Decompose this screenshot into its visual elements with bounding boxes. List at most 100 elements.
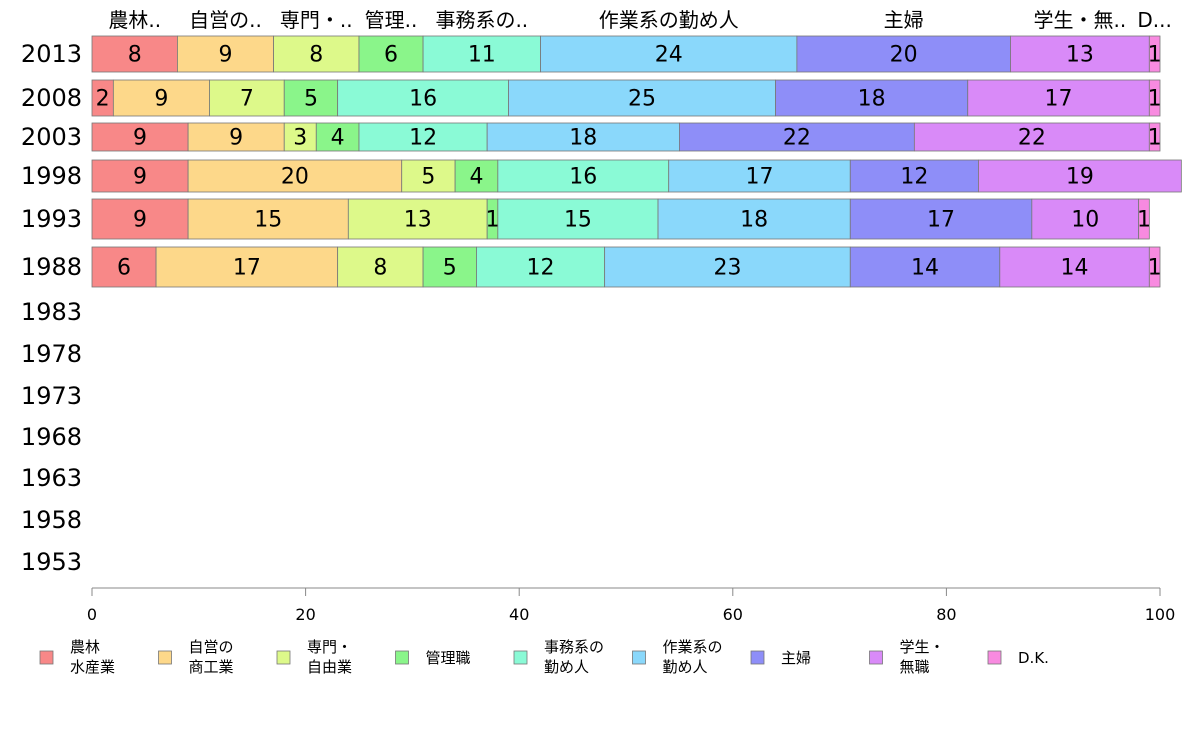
- legend-label: 農林: [70, 638, 100, 656]
- bar-segment: [422, 35, 541, 73]
- bar-value-label: 24: [655, 43, 683, 68]
- legend-label: 自営の: [189, 638, 234, 656]
- x-tick-label: 20: [295, 605, 315, 624]
- bar-segment: [1031, 198, 1140, 240]
- bar-value-label: 6: [117, 256, 131, 281]
- bar-value-label: 14: [1061, 256, 1089, 281]
- legend-label: 無職: [900, 658, 930, 676]
- bar-segment: [454, 159, 499, 193]
- bar-value-label: 8: [309, 43, 323, 68]
- bar-value-label: 6: [384, 43, 398, 68]
- bar-value-label: 20: [890, 43, 918, 68]
- bar-segment: [1138, 198, 1150, 240]
- bar-value-label: 23: [713, 256, 741, 281]
- bar-value-label: 1: [1148, 256, 1162, 281]
- bar-segment: [422, 246, 477, 288]
- year-label: 1963: [21, 464, 82, 492]
- legend-swatch: [158, 650, 172, 665]
- bar-segment: [283, 79, 339, 117]
- column-header: 専門・..: [280, 8, 353, 32]
- bar-value-label: 5: [421, 165, 435, 190]
- legend-label: D.K.: [1018, 649, 1049, 667]
- bar-value-label: 12: [900, 165, 928, 190]
- year-label: 1998: [21, 162, 82, 190]
- year-label: 1968: [21, 423, 82, 451]
- bar-value-label: 16: [569, 165, 597, 190]
- bar-segment: [849, 246, 1001, 288]
- bar-segment: [112, 79, 210, 117]
- bar-value-label: 20: [281, 165, 309, 190]
- bar-value-label: 14: [911, 256, 939, 281]
- legend-swatch: [987, 650, 1002, 665]
- legend-label: 専門・: [307, 638, 352, 656]
- year-label: 2008: [21, 84, 82, 112]
- bar-value-label: 7: [240, 87, 254, 112]
- bar-value-label: 1: [1148, 87, 1162, 112]
- x-tick-label: 100: [1145, 605, 1176, 624]
- bar-value-label: 9: [133, 126, 147, 151]
- bar-value-label: 1: [1137, 208, 1151, 233]
- bar-segment: [91, 246, 157, 288]
- bar-value-label: 2: [96, 87, 110, 112]
- bar-segment: [775, 79, 969, 117]
- bar-segment: [315, 122, 360, 152]
- legend-swatch: [869, 650, 883, 665]
- column-header: 作業系の勤め人: [599, 8, 739, 32]
- bar-value-label: 4: [331, 126, 345, 151]
- bar-value-label: 17: [927, 208, 955, 233]
- x-axis: 0 20 40 60 80 100: [87, 587, 1176, 624]
- bar-segment: [1148, 35, 1161, 73]
- column-header: 農林..: [108, 8, 161, 32]
- legend-label: 事務系の: [544, 638, 604, 656]
- bar-value-label: 17: [233, 256, 261, 281]
- bar-segment: [849, 159, 979, 193]
- x-tick-label: 0: [87, 605, 97, 624]
- bar-segment: [209, 79, 285, 117]
- legend-label: 勤め人: [663, 658, 708, 676]
- bar-segment: [401, 159, 456, 193]
- column-header: D...: [1137, 8, 1171, 32]
- legend-label: 水産業: [70, 658, 115, 676]
- legend-swatch: [276, 650, 291, 665]
- legend-label: 勤め人: [544, 658, 589, 676]
- bar-value-label: 1: [1148, 126, 1162, 151]
- year-label: 1993: [21, 205, 82, 233]
- year-label: 1953: [21, 548, 82, 576]
- bar-value-label: 1: [1148, 43, 1162, 68]
- bar-value-label: 9: [219, 43, 233, 68]
- bar-value-label: 12: [409, 126, 437, 151]
- bar-segment: [187, 159, 403, 193]
- x-tick-label: 60: [723, 605, 743, 624]
- bar-segment: [91, 122, 189, 152]
- bar-value-label: 9: [133, 208, 147, 233]
- bar-value-label: 3: [293, 126, 307, 151]
- year-label: 2013: [21, 40, 82, 68]
- bar-value-label: 25: [628, 87, 656, 112]
- bar-segment: [657, 198, 851, 240]
- bar-value-label: 1: [486, 208, 500, 233]
- bar-segment: [91, 198, 189, 240]
- bar-value-label: 22: [783, 126, 811, 151]
- legend-swatch: [632, 650, 646, 665]
- bar-segment: [273, 35, 360, 73]
- year-label: 1988: [21, 253, 82, 281]
- bar-value-label: 15: [564, 208, 592, 233]
- bar-value-label: 19: [1066, 165, 1094, 190]
- bar-value-label: 4: [469, 165, 483, 190]
- bar-value-label: 15: [254, 208, 282, 233]
- legend-swatch: [395, 650, 409, 665]
- bar-value-label: 8: [373, 256, 387, 281]
- bar-segment: [604, 246, 851, 288]
- bar-value-label: 8: [128, 43, 142, 68]
- bar-value-label: 9: [154, 87, 168, 112]
- bar-segment: [358, 122, 488, 152]
- bar-segment: [187, 198, 349, 240]
- x-tick-label: 80: [936, 605, 956, 624]
- legend-label: 管理職: [426, 649, 471, 667]
- column-header: 自営の..: [189, 8, 262, 32]
- legend-label: 主婦: [781, 649, 811, 667]
- year-label: 1958: [21, 506, 82, 534]
- bar-segment: [796, 35, 1011, 73]
